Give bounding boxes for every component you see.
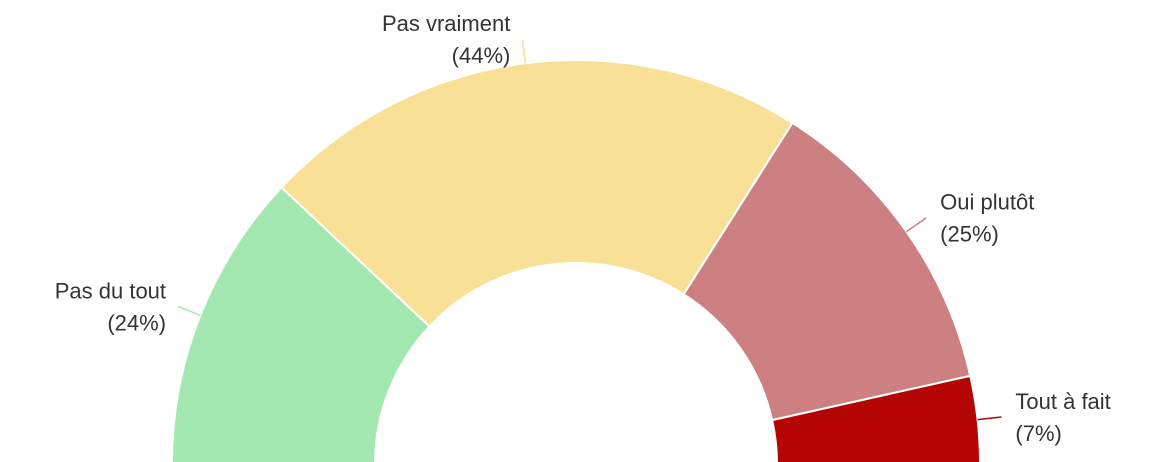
slice-value-label: (25%) [940,222,999,247]
slice [682,121,972,422]
slice [171,186,431,462]
slice-label: Pas vraiment [382,11,510,36]
leader-line [906,217,927,233]
slice-value-label: (24%) [107,310,166,335]
slice-label: Tout à fait [1015,389,1110,414]
slice-value-label: (44%) [452,43,511,68]
slice-label: Pas du tout [55,278,166,303]
leader-line [177,305,201,316]
leader-line [521,39,527,64]
leader-line [977,416,1002,421]
slice [770,374,981,462]
slice-label: Oui plutôt [940,190,1034,215]
slice [280,59,794,328]
slice-value-label: (7%) [1015,421,1061,446]
